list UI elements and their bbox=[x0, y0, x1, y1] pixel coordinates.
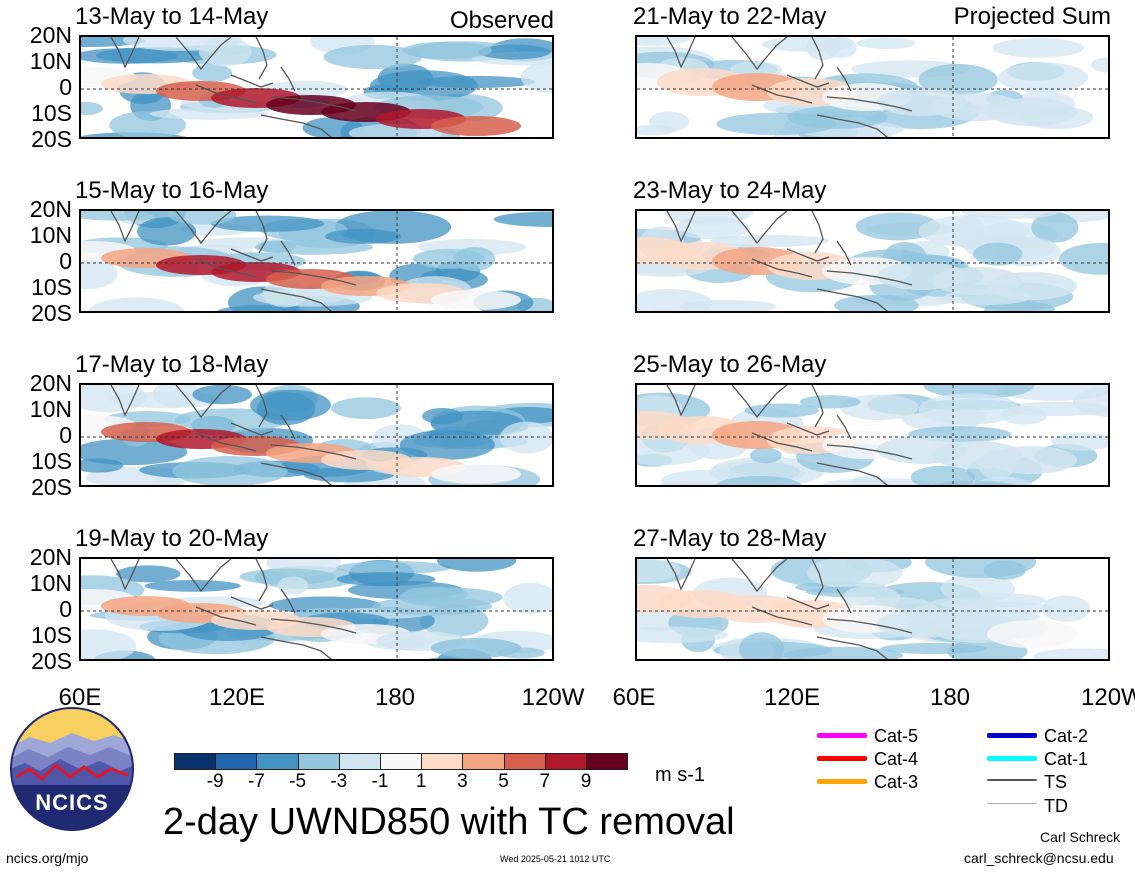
lon-label-180-left: 180 bbox=[374, 684, 416, 711]
colorbar-swatch bbox=[215, 753, 258, 770]
lat-label: 20S bbox=[31, 300, 72, 326]
tc-legend-line bbox=[987, 779, 1037, 781]
colorbar-swatch bbox=[338, 753, 381, 770]
panel-title-obs-2: 15-May to 16-May bbox=[75, 177, 269, 204]
tc-legend-line bbox=[987, 803, 1037, 804]
lat-label: 20S bbox=[31, 474, 72, 500]
lat-label: 20N bbox=[29, 370, 72, 396]
tc-legend-line bbox=[817, 733, 867, 738]
map-panel-proj-4 bbox=[635, 557, 1110, 661]
lat-label: 0 bbox=[59, 74, 72, 100]
colorbar-swatch bbox=[380, 753, 423, 770]
lon-label-120e-right: 120E bbox=[763, 684, 821, 711]
colorbar-swatch bbox=[462, 753, 505, 770]
lat-label: 10S bbox=[31, 622, 72, 648]
lon-label-120w-left: 120W bbox=[521, 684, 585, 711]
lat-label: 10S bbox=[31, 274, 72, 300]
panel-title-obs-1: 13-May to 14-May bbox=[75, 3, 269, 30]
lat-label: 0 bbox=[59, 422, 72, 448]
panel-title-proj-2: 23-May to 24-May bbox=[633, 177, 827, 204]
lon-label-120w-right: 120W bbox=[1081, 686, 1135, 710]
lat-label: 10N bbox=[29, 48, 72, 74]
tc-legend-line bbox=[987, 756, 1037, 761]
lon-label-60e-right: 60E bbox=[612, 684, 656, 711]
lat-label: 20N bbox=[29, 196, 72, 222]
wind-anomaly-field bbox=[637, 385, 1108, 485]
colorbar-tick-label: 5 bbox=[498, 771, 509, 792]
wind-anomaly-field bbox=[637, 37, 1108, 137]
tc-legend-label: TS bbox=[1044, 772, 1068, 792]
colorbar-tick-label: 1 bbox=[415, 771, 427, 792]
tc-legend-label: Cat-1 bbox=[1044, 749, 1089, 769]
map-panel-proj-1 bbox=[635, 35, 1110, 139]
projected-sum-tag: Projected Sum bbox=[953, 3, 1111, 30]
colorbar-tick-label: -1 bbox=[371, 771, 389, 792]
lon-label-60e-left: 60E bbox=[58, 684, 102, 711]
lon-label-180-right: 180 bbox=[929, 684, 971, 711]
tc-legend-label: Cat-5 bbox=[874, 726, 919, 746]
footer-author: Carl Schreck bbox=[1040, 829, 1121, 845]
wind-anomaly-field bbox=[81, 559, 552, 659]
lat-label: 20N bbox=[29, 22, 72, 48]
tc-legend-label: Cat-2 bbox=[1044, 726, 1089, 746]
tc-legend-label: Cat-4 bbox=[874, 749, 919, 769]
colorbar-swatch bbox=[421, 753, 464, 770]
footer-timestamp: Wed 2025-05-21 1012 UTC bbox=[500, 854, 611, 864]
map-panel-obs-1 bbox=[79, 35, 554, 139]
map-panel-proj-2 bbox=[635, 209, 1110, 313]
lat-label: 20N bbox=[29, 544, 72, 570]
colorbar-swatch bbox=[174, 753, 217, 770]
wind-anomaly-field bbox=[81, 385, 552, 485]
lat-label: 10N bbox=[29, 222, 72, 248]
colorbar-tick-label: -7 bbox=[247, 771, 265, 792]
colorbar-tick-label: 7 bbox=[539, 771, 551, 792]
ncics-logo: NCICS bbox=[10, 707, 134, 831]
lon-label-120e-left: 120E bbox=[208, 684, 266, 711]
tc-legend-line bbox=[817, 779, 867, 784]
map-panel-obs-4 bbox=[79, 557, 554, 661]
colorbar-tick-label: 3 bbox=[457, 771, 468, 792]
colorbar-tick-label: -3 bbox=[330, 771, 348, 792]
panel-title-proj-4: 27-May to 28-May bbox=[633, 525, 827, 552]
lat-label: 0 bbox=[59, 596, 72, 622]
wind-anomaly-field bbox=[637, 211, 1108, 311]
tc-legend-line bbox=[817, 756, 867, 761]
colorbar-tick-label: -5 bbox=[289, 771, 307, 792]
footer-url: ncics.org/mjo bbox=[6, 850, 89, 866]
lat-label: 10S bbox=[31, 448, 72, 474]
tc-legend-line bbox=[987, 733, 1037, 738]
panel-title-obs-4: 19-May to 20-May bbox=[75, 525, 269, 552]
colorbar-swatch bbox=[297, 753, 340, 770]
map-panel-obs-2 bbox=[79, 209, 554, 313]
panel-title-proj-3: 25-May to 26-May bbox=[633, 351, 827, 378]
colorbar-swatch bbox=[503, 753, 546, 770]
colorbar-swatch bbox=[256, 753, 299, 770]
lat-label: 10N bbox=[29, 570, 72, 596]
logo-text: NCICS bbox=[35, 790, 109, 815]
colorbar-swatch bbox=[586, 753, 629, 770]
colorbar-tick-label: -9 bbox=[206, 771, 224, 792]
panel-title-proj-1: 21-May to 22-May bbox=[633, 3, 827, 30]
lat-label: 10N bbox=[29, 396, 72, 422]
wind-anomaly-field bbox=[81, 211, 552, 311]
map-panel-proj-3 bbox=[635, 383, 1110, 487]
colorbar-swatch bbox=[544, 753, 587, 770]
lat-label: 20S bbox=[31, 126, 72, 152]
wind-anomaly-field bbox=[81, 37, 552, 137]
colorbar-tick-label: 9 bbox=[580, 771, 592, 792]
main-title: 2-day UWND850 with TC removal bbox=[163, 801, 735, 843]
wind-anomaly-field bbox=[637, 559, 1108, 659]
tc-legend-label: TD bbox=[1044, 796, 1068, 816]
panel-title-obs-3: 17-May to 18-May bbox=[75, 351, 269, 378]
lat-label: 0 bbox=[59, 248, 72, 274]
observed-tag: Observed bbox=[449, 7, 554, 34]
tc-legend-label: Cat-3 bbox=[874, 772, 919, 792]
colorbar-units: m s-1 bbox=[655, 764, 705, 786]
lat-label: 20S bbox=[31, 648, 72, 674]
footer-email: carl_schreck@ncsu.edu bbox=[964, 850, 1114, 866]
lat-label: 10S bbox=[31, 100, 72, 126]
map-panel-obs-3 bbox=[79, 383, 554, 487]
